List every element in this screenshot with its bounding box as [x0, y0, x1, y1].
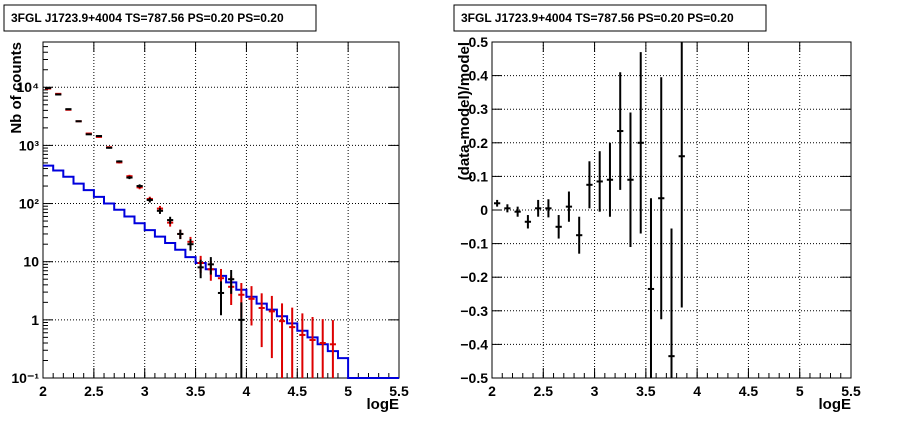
residuals-x-tick-label: 4	[693, 383, 701, 399]
residuals-chart-title: 3FGL J1723.9+4004 TS=787.56 PS=0.20 PS=0…	[461, 11, 734, 25]
residuals-y-tick-label: −0.4	[460, 336, 488, 352]
counts-grid	[43, 42, 399, 378]
residuals-y-tick-label: 0.2	[469, 135, 489, 151]
residuals-y-tick-label: 0.4	[469, 68, 489, 84]
counts-x-tick-label: 5	[344, 383, 352, 399]
counts-chart-title: 3FGL J1723.9+4004 TS=787.56 PS=0.20 PS=0…	[11, 11, 284, 25]
residuals-x-tick-label: 4.5	[739, 383, 759, 399]
counts-x-tick-label: 3	[141, 383, 149, 399]
counts-y-tick-label: 1	[31, 312, 39, 328]
counts-y-tick-label: 10	[23, 254, 39, 270]
residuals-x-tick-label: 5	[796, 383, 804, 399]
counts-x-tick-label: 4	[243, 383, 251, 399]
residuals-x-tick-label: 3.5	[636, 383, 656, 399]
counts-y-tick-labels: 10⁻¹ 1 10 10² 10³ 10⁴	[11, 79, 39, 386]
residuals-y-tick-label: 0.1	[469, 168, 489, 184]
counts-x-tick-label: 5.5	[389, 383, 409, 399]
counts-y-axis-label: Nb of counts	[8, 42, 25, 134]
residuals-title-box	[453, 4, 767, 32]
residuals-y-tick-label: −0.3	[460, 303, 488, 319]
residuals-grid	[492, 42, 851, 378]
counts-x-tick-label: 3.5	[186, 383, 206, 399]
residuals-x-axis-label: logE	[819, 396, 852, 413]
counts-x-tick-label: 2	[39, 383, 47, 399]
counts-x-axis-label: logE	[367, 396, 400, 413]
residuals-axis-ticks	[491, 41, 852, 379]
residuals-y-axis-label: (data-model)/model	[456, 42, 473, 180]
counts-x-tick-label: 2.5	[84, 383, 104, 399]
residuals-y-tick-label: 0	[480, 202, 488, 218]
residuals-y-tick-labels: −0.5 −0.4 −0.3 −0.2 −0.1 0 0.1 0.2 0.3 0.4 0.5	[460, 34, 488, 386]
counts-x-tick-label: 4.5	[288, 383, 308, 399]
counts-x-tick-labels: 2 2.5 3 3.5 4 4.5 5 5.5	[39, 383, 409, 399]
counts-y-tick-label: 10²	[19, 196, 40, 212]
counts-chart: 3FGL J1723.9+4004 TS=787.56 PS=0.20 PS=0…	[3, 4, 409, 413]
residuals-y-tick-label: −0.5	[460, 370, 488, 386]
residuals-chart: 3FGL J1723.9+4004 TS=787.56 PS=0.20 PS=0…	[453, 4, 861, 413]
residuals-x-tick-label: 5.5	[841, 383, 861, 399]
counts-title-box	[3, 4, 317, 32]
counts-y-tick-label: 10³	[19, 137, 40, 153]
residuals-y-tick-label: 0.3	[469, 101, 489, 117]
residuals-x-tick-label: 2.5	[534, 383, 554, 399]
residuals-x-tick-label: 2	[488, 383, 496, 399]
counts-y-tick-label: 10⁴	[17, 79, 40, 95]
residuals-y-tick-label: −0.2	[460, 269, 488, 285]
residual-series	[494, 42, 685, 378]
residuals-x-tick-label: 3	[591, 383, 599, 399]
residuals-y-tick-label: 0.5	[469, 34, 489, 50]
counts-y-tick-label: 10⁻¹	[11, 370, 39, 386]
counts-plot-frame	[42, 41, 400, 379]
black-data-series	[45, 87, 245, 378]
residuals-y-tick-label: −0.1	[460, 236, 488, 252]
residuals-x-tick-labels: 2 2.5 3 3.5 4 4.5 5 5.5	[488, 383, 861, 399]
